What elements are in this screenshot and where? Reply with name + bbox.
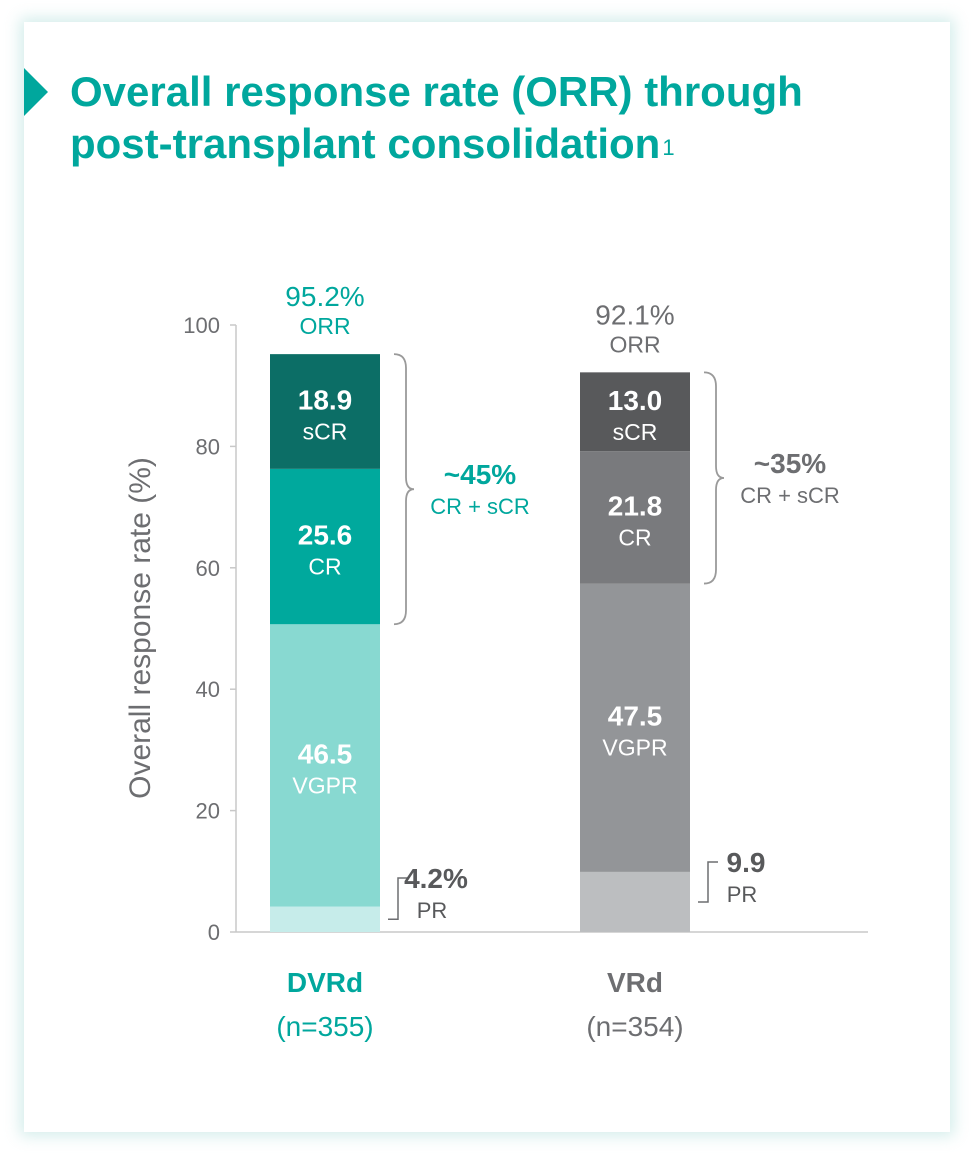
pr-callout-name: PR — [417, 898, 448, 923]
data-labels: 46.5VGPR25.6CR18.9sCR95.2%ORR4.2%PR~45%C… — [276, 281, 839, 1042]
pr-callout-value: 9.9 — [727, 847, 766, 878]
y-tick-label: 60 — [196, 556, 220, 581]
bracket-name-label: CR + sCR — [740, 483, 840, 508]
bar-segment-vgpr-vrd — [580, 583, 690, 872]
chart-title: Overall response rate (ORR) through post… — [70, 68, 803, 167]
y-tick-label: 80 — [196, 434, 220, 459]
data-label-value: 47.5 — [608, 701, 663, 732]
data-label-name: CR — [618, 524, 651, 550]
data-label-value: 21.8 — [608, 490, 663, 521]
total-value-label: 92.1% — [595, 299, 674, 330]
cr-scr-bracket — [393, 353, 415, 626]
category-label: VRd — [607, 967, 663, 998]
total-value-label: 95.2% — [285, 281, 364, 312]
data-label-name: sCR — [303, 418, 348, 444]
data-label-name: sCR — [613, 419, 658, 445]
bar-segment-scr-vrd — [580, 372, 690, 452]
data-label-value: 25.6 — [298, 520, 353, 551]
pr-callout-name: PR — [727, 882, 758, 907]
y-axis-label: Overall response rate (%) — [124, 457, 157, 799]
cr-scr-bracket — [703, 371, 725, 585]
bar-segment-cr-vrd — [580, 451, 690, 584]
data-label-name: VGPR — [602, 735, 667, 761]
bracket-value-label: ~45% — [444, 459, 516, 490]
pr-callout-line — [388, 877, 408, 921]
y-tick-label: 40 — [196, 677, 220, 702]
bar-segment-vgpr-dvrd — [270, 624, 380, 907]
bracket-name-label: CR + sCR — [430, 494, 530, 519]
data-label-value: 18.9 — [298, 384, 353, 415]
category-subtitle: (n=354) — [586, 1011, 683, 1042]
footnote-marker: 1 — [662, 135, 675, 160]
bar-segment-scr-dvrd — [270, 354, 380, 469]
y-tick-label: 20 — [196, 799, 220, 824]
data-label-name: CR — [308, 554, 341, 580]
data-label-name: VGPR — [292, 772, 357, 798]
title-arrow-icon — [24, 68, 48, 116]
bar-segment-pr-vrd — [580, 871, 690, 932]
y-tick-label: 0 — [208, 920, 220, 945]
bar-segment-pr-dvrd — [270, 906, 380, 932]
total-name-label: ORR — [609, 331, 660, 357]
category-label: DVRd — [287, 967, 363, 998]
total-name-label: ORR — [299, 313, 350, 339]
chart-card — [24, 22, 950, 1132]
bracket-value-label: ~35% — [754, 448, 826, 479]
bars — [270, 354, 690, 932]
y-tick-label: 100 — [183, 313, 220, 338]
y-axis: 0 20 40 60 80 100 Overall response rate (%) — [124, 313, 868, 945]
category-subtitle: (n=355) — [276, 1011, 373, 1042]
pr-callout-line — [698, 861, 718, 903]
bar-segment-cr-dvrd — [270, 468, 380, 625]
data-label-value: 13.0 — [608, 385, 663, 416]
data-label-value: 46.5 — [298, 738, 353, 769]
pr-callout-value: 4.2% — [404, 863, 468, 894]
